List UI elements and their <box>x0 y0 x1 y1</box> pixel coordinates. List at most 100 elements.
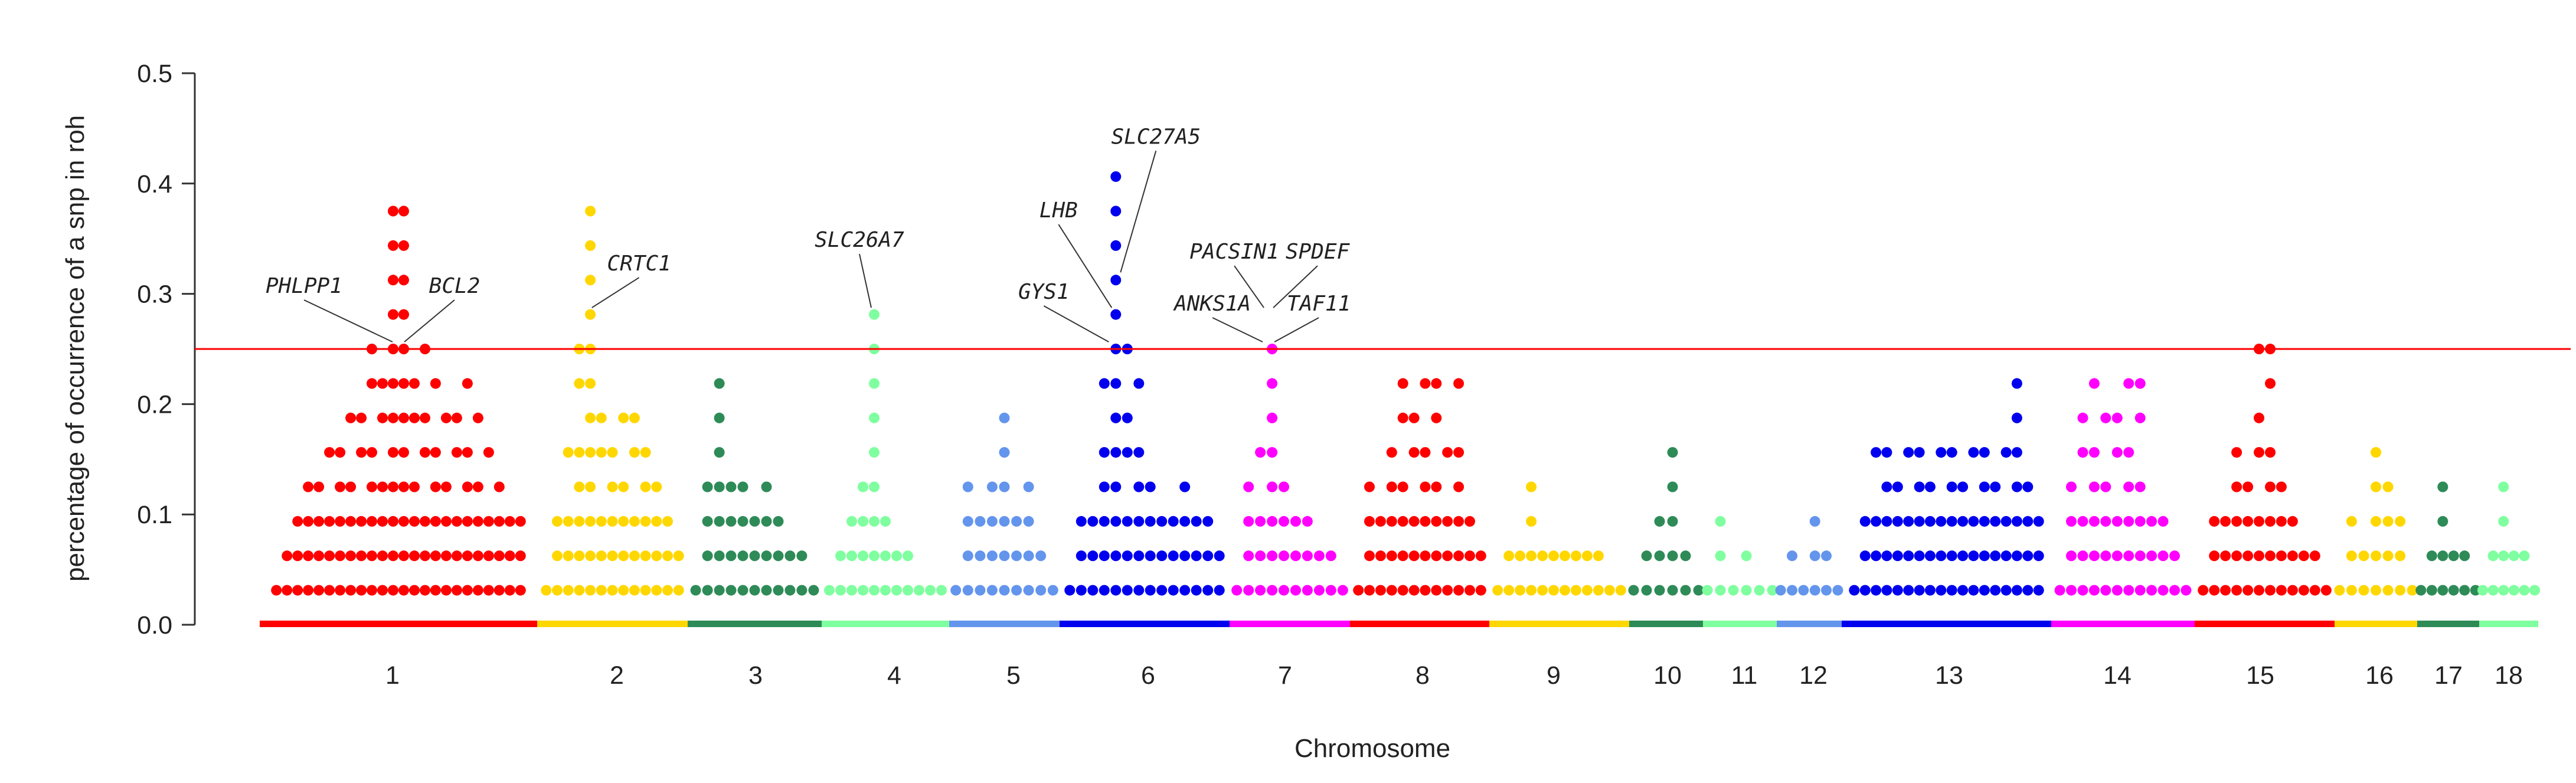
snp-point <box>2077 516 2088 527</box>
snp-point <box>869 550 880 562</box>
snp-point <box>1453 550 1464 562</box>
annotation-arrow <box>1274 317 1319 342</box>
snp-point <box>1325 550 1336 562</box>
snp-point <box>2265 447 2276 458</box>
snp-point <box>1809 550 1820 562</box>
snp-point <box>462 550 473 562</box>
snp-point <box>2157 585 2169 596</box>
y-tick-label: 0.0 <box>137 611 172 640</box>
snp-point <box>749 550 760 562</box>
snp-point <box>796 550 808 562</box>
snp-point <box>1464 516 1475 527</box>
snp-point <box>430 447 441 458</box>
snp-point <box>1728 585 1739 596</box>
snp-point <box>483 550 494 562</box>
snp-point <box>335 481 346 492</box>
snp-point <box>1431 585 1442 596</box>
snp-point <box>737 550 748 562</box>
snp-point <box>2022 550 2034 562</box>
snp-point <box>483 516 494 527</box>
snp-point <box>574 447 585 458</box>
x-tick-label: 11 <box>1731 661 1758 690</box>
snp-point <box>2498 585 2509 596</box>
x-tick-label: 14 <box>2103 661 2132 690</box>
snp-point <box>409 550 420 562</box>
snp-point <box>1914 585 1925 596</box>
x-tick-label: 13 <box>1935 661 1963 690</box>
snp-point <box>409 516 420 527</box>
snp-point <box>2298 585 2309 596</box>
snp-point <box>563 447 574 458</box>
snp-point <box>313 550 325 562</box>
snp-point <box>409 585 420 596</box>
snp-point <box>1168 516 1179 527</box>
snp-point <box>1302 516 1313 527</box>
gene-label: PACSIN1 <box>1189 240 1279 264</box>
snp-point <box>629 550 640 562</box>
snp-point <box>2134 412 2146 423</box>
snp-point <box>377 516 388 527</box>
snp-point <box>1892 550 1903 562</box>
annotation-arrow <box>404 299 455 342</box>
snp-point <box>440 585 452 596</box>
snp-point <box>1903 447 1914 458</box>
snp-point <box>1099 550 1110 562</box>
snp-point <box>2100 412 2111 423</box>
gene-label: ANKS1A <box>1173 292 1251 316</box>
snp-point <box>335 585 346 596</box>
snp-point <box>367 447 377 458</box>
snp-point <box>1023 481 1034 492</box>
snp-point <box>714 412 725 423</box>
snp-point <box>2231 516 2242 527</box>
snp-point <box>451 550 462 562</box>
snp-point <box>1325 585 1336 596</box>
snp-point <box>1775 585 1786 596</box>
snp-point <box>1191 550 1202 562</box>
snp-point <box>1408 550 1420 562</box>
gene-label: SLC26A7 <box>815 228 904 252</box>
snp-point <box>462 516 473 527</box>
snp-point <box>975 585 986 596</box>
snp-point <box>377 481 388 492</box>
snp-point <box>1892 481 1903 492</box>
chromosome-band <box>1842 621 2051 627</box>
snp-point <box>1397 550 1408 562</box>
snp-point <box>2309 550 2320 562</box>
snp-point <box>629 516 640 527</box>
snp-point <box>515 516 526 527</box>
snp-point <box>1903 585 1914 596</box>
snp-point <box>451 585 462 596</box>
snp-point <box>1386 516 1397 527</box>
snp-point <box>1202 550 1214 562</box>
annotation-arrow <box>303 299 393 342</box>
snp-point <box>1871 550 1882 562</box>
snp-point <box>388 275 398 286</box>
snp-point <box>356 412 367 423</box>
snp-point <box>1654 516 1665 527</box>
snp-point <box>1364 550 1375 562</box>
snp-point <box>607 516 618 527</box>
snp-point <box>725 550 737 562</box>
snp-point <box>324 585 335 596</box>
snp-point <box>1715 550 1726 562</box>
snp-point <box>1593 550 1604 562</box>
snp-point <box>2134 378 2146 389</box>
snp-point <box>1821 585 1832 596</box>
snp-point <box>430 550 441 562</box>
snp-point <box>1442 516 1453 527</box>
snp-point <box>761 516 772 527</box>
snp-point <box>1364 516 1375 527</box>
snp-point <box>1526 550 1537 562</box>
gene-label: PHLPP1 <box>266 274 342 298</box>
snp-point <box>596 412 607 423</box>
snp-point <box>345 585 357 596</box>
x-tick-label: 15 <box>2246 661 2274 690</box>
snp-point <box>2358 550 2369 562</box>
snp-point <box>1397 516 1408 527</box>
snp-point <box>986 516 998 527</box>
snp-point <box>835 585 846 596</box>
snp-point <box>629 447 640 458</box>
snp-point <box>1110 309 1122 320</box>
snp-point <box>1798 585 1809 596</box>
snp-point <box>1787 585 1797 596</box>
